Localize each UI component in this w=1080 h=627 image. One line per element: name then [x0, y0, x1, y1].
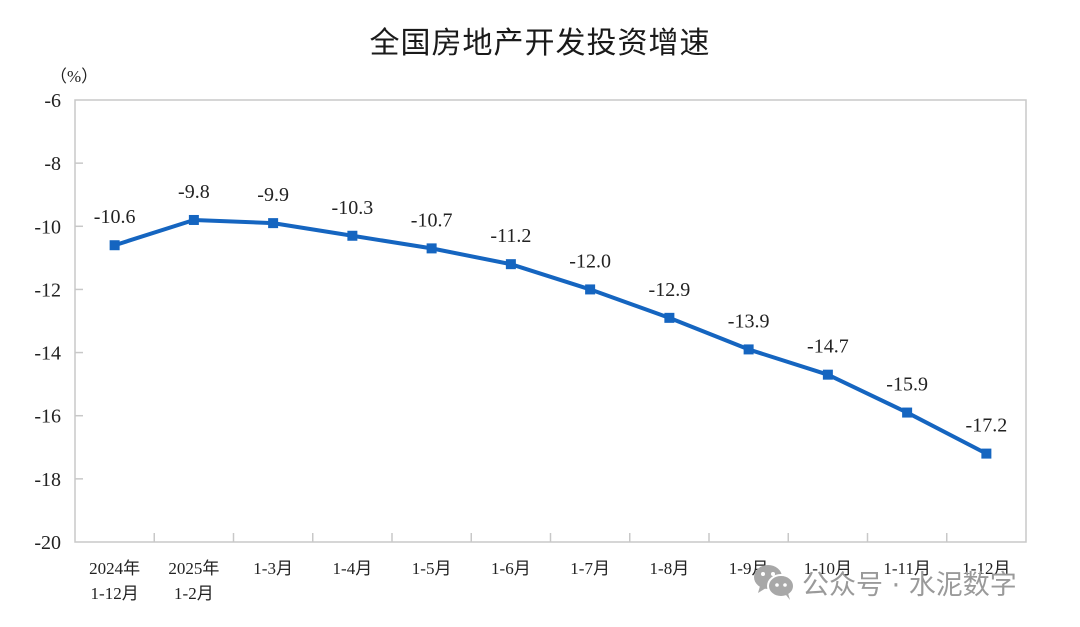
- data-label: -11.2: [490, 225, 531, 247]
- data-point-marker: [426, 243, 437, 254]
- y-tick-label: -16: [34, 406, 61, 428]
- y-tick-label: -10: [34, 216, 61, 238]
- y-tick-label: -14: [34, 343, 61, 365]
- x-tick-label: 1-6月: [491, 559, 531, 578]
- x-tick-label: 1-8月: [650, 559, 690, 578]
- x-tick-label: 1-7月: [570, 559, 610, 578]
- y-tick-label: -8: [44, 153, 61, 175]
- y-tick-label: -6: [44, 90, 61, 112]
- x-tick-label: 2024年: [89, 559, 140, 578]
- data-label: -14.7: [807, 336, 849, 358]
- data-point-marker: [664, 312, 675, 323]
- x-tick-label: 1-10月: [804, 559, 852, 578]
- data-label: -12.9: [649, 279, 691, 301]
- data-point-marker: [743, 344, 754, 355]
- data-label: -9.8: [178, 181, 210, 203]
- x-tick-label: 1-11月: [883, 559, 931, 578]
- data-label: -10.6: [94, 206, 136, 228]
- x-tick-label: 1-12月: [962, 559, 1010, 578]
- data-label: -17.2: [966, 415, 1008, 437]
- data-label: -13.9: [728, 310, 770, 332]
- y-tick-label: -20: [34, 532, 61, 554]
- x-tick-label: 1-5月: [412, 559, 452, 578]
- data-point-marker: [347, 230, 358, 241]
- x-tick-label: 1-4月: [333, 559, 373, 578]
- chart-title: 全国房地产开发投资增速: [369, 26, 711, 61]
- data-label: -12.0: [569, 250, 611, 272]
- data-label: -10.3: [332, 197, 374, 219]
- watermark-text: 公众号 · 水泥数字: [802, 569, 1017, 601]
- y-tick-label: -12: [34, 279, 61, 301]
- data-point-marker: [902, 407, 913, 418]
- data-point-marker: [981, 448, 992, 459]
- y-tick-label: -18: [34, 469, 61, 491]
- data-point-marker: [505, 259, 516, 270]
- y-axis-unit-label: （%）: [50, 67, 99, 86]
- data-point-marker: [585, 284, 596, 295]
- data-point-marker: [822, 369, 833, 380]
- data-point-marker: [268, 218, 279, 229]
- data-point-marker: [188, 214, 199, 225]
- plot-area-frame: [74, 99, 1027, 543]
- watermark: 公众号 · 水泥数字: [752, 562, 1017, 602]
- data-label: -15.9: [886, 374, 928, 396]
- wechat-icon: [752, 562, 796, 602]
- data-point-marker: [109, 240, 120, 251]
- data-line: [114, 217, 988, 456]
- x-tick-label: 2025年: [168, 559, 219, 578]
- data-label: -9.9: [257, 184, 289, 206]
- data-label: -10.7: [411, 209, 453, 231]
- x-tick-label: 1-12月: [91, 584, 139, 603]
- x-tick-label: 1-2月: [174, 584, 214, 603]
- x-tick-label: 1-3月: [253, 559, 293, 578]
